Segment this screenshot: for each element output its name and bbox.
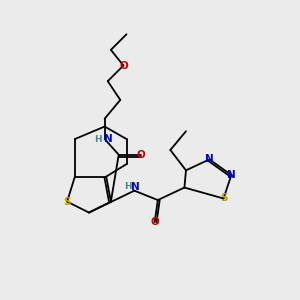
Text: S: S: [63, 196, 71, 207]
Text: O: O: [119, 61, 128, 70]
Text: H: H: [94, 134, 102, 143]
Text: S: S: [220, 194, 227, 203]
Text: N: N: [104, 134, 113, 144]
Text: O: O: [150, 217, 159, 227]
Text: N: N: [205, 154, 214, 164]
Text: O: O: [136, 150, 145, 160]
Text: N: N: [130, 182, 140, 192]
Text: N: N: [227, 170, 236, 180]
Text: H: H: [124, 182, 132, 191]
